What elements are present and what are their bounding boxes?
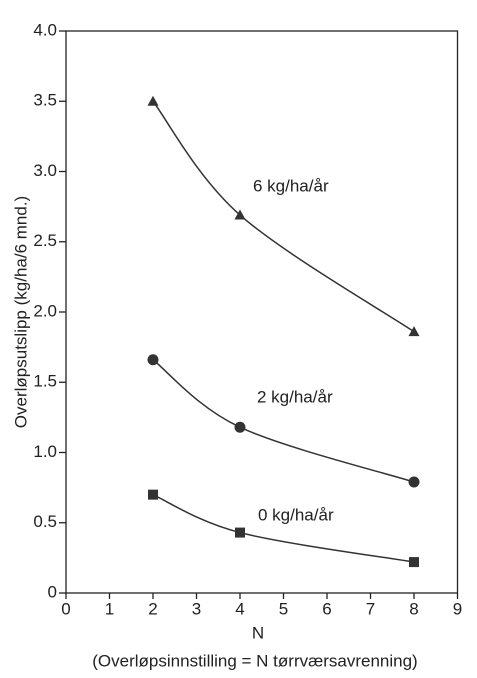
marker xyxy=(234,209,246,220)
x-tick-label: 1 xyxy=(105,599,114,618)
y-tick-label: 3.0 xyxy=(33,161,57,180)
x-tick-label: 5 xyxy=(279,599,288,618)
curve xyxy=(152,359,415,483)
curve xyxy=(152,493,415,563)
series-label: 6 kg/ha/år xyxy=(253,176,329,195)
x-tick-label: 2 xyxy=(148,599,157,618)
series-label: 2 kg/ha/år xyxy=(257,387,333,406)
y-tick-label: 1.5 xyxy=(33,372,57,391)
x-tick-label: 8 xyxy=(409,599,418,618)
x-tick-label: 3 xyxy=(192,599,201,618)
subtitle: (Overløpsinnstilling = N tørrværsavrenni… xyxy=(92,651,417,670)
marker xyxy=(147,354,159,366)
x-tick-label: 7 xyxy=(366,599,375,618)
y-tick-label: 1.0 xyxy=(33,442,57,461)
marker xyxy=(148,489,158,500)
y-tick-label: 4.0 xyxy=(33,20,57,39)
y-tick-label: 3.5 xyxy=(33,91,57,110)
marker xyxy=(408,476,420,488)
x-tick-label: 0 xyxy=(61,599,70,618)
marker xyxy=(147,95,159,106)
y-tick-label: 2.5 xyxy=(33,231,57,250)
x-tick-label: 9 xyxy=(453,599,462,618)
series-label: 0 kg/ha/år xyxy=(258,505,334,524)
x-tick-label: 6 xyxy=(322,599,331,618)
marker xyxy=(234,421,246,433)
marker xyxy=(409,557,419,568)
x-axis-label: N xyxy=(252,623,264,642)
x-tick-label: 4 xyxy=(235,599,244,618)
y-tick-label: 0 xyxy=(48,582,57,601)
y-tick-label: 2.0 xyxy=(33,301,57,320)
curve xyxy=(152,100,415,333)
marker xyxy=(408,326,420,337)
y-tick-label: 0.5 xyxy=(33,512,57,531)
y-axis-label: Overløpsutslipp (kg/ha/6 mnd.) xyxy=(11,196,30,428)
marker xyxy=(235,527,245,538)
